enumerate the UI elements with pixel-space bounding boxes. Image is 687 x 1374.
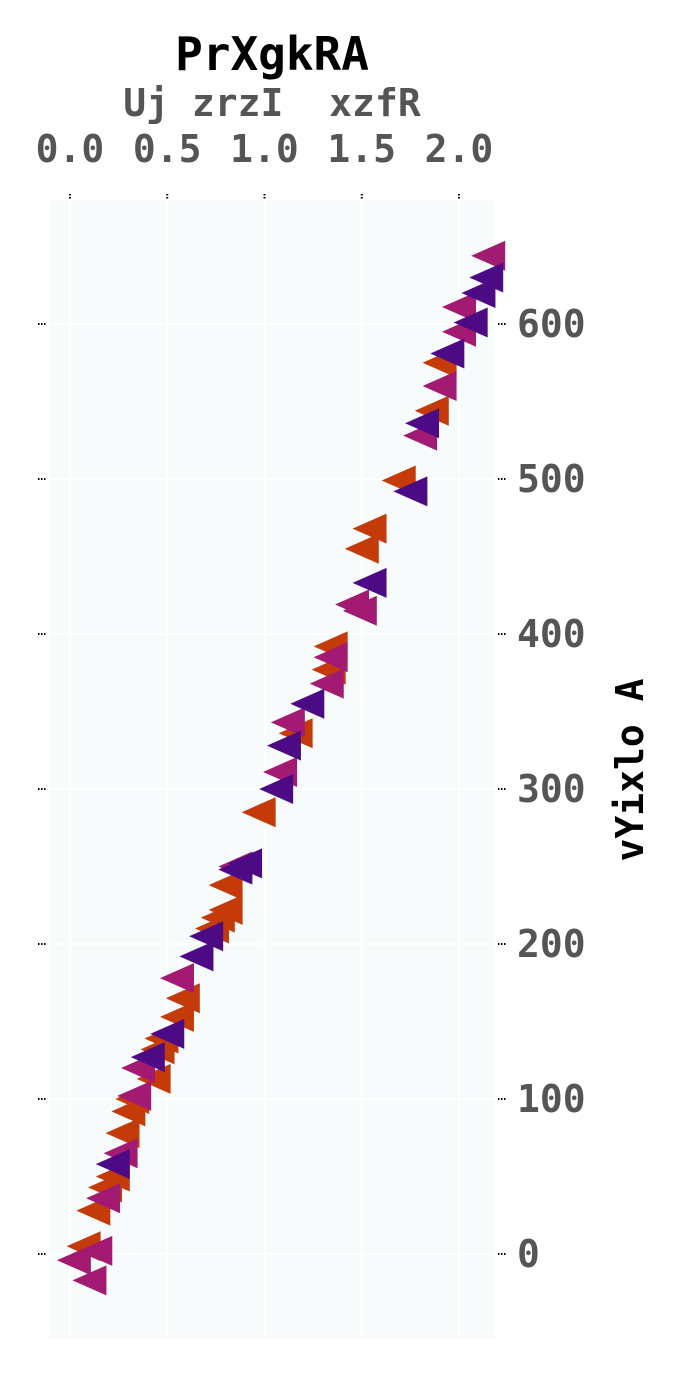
scatter-point: [309, 668, 344, 699]
scatter-point: [228, 848, 263, 879]
scatter-point: [208, 894, 243, 925]
x-axis-label: Uj zrzI xzfR: [123, 81, 421, 125]
chart-title: PrXgkRA: [175, 27, 369, 81]
x-tick-label: 1.0: [230, 127, 299, 171]
scatter-point: [150, 1018, 185, 1049]
scatter-point: [453, 307, 488, 338]
scatter-point: [422, 371, 457, 401]
scatter-point: [208, 870, 243, 901]
x-axis-ticks: 0.0 0.5 1.0 1.5 2.0: [36, 127, 494, 200]
scatter-point: [442, 291, 476, 322]
scatter-point: [130, 1042, 165, 1073]
y-axis-label: vYixlo A: [608, 678, 652, 861]
scatter-point: [335, 589, 370, 620]
x-tick-label: 1.5: [327, 127, 396, 171]
scatter-point: [270, 707, 305, 738]
scatter-point: [352, 567, 387, 598]
y-axis-ticks: 0 100 200 300 400 500 600: [38, 302, 586, 1276]
scatter-point: [105, 1118, 140, 1149]
scatter-point: [86, 1183, 121, 1214]
y-tick-label: 600: [517, 302, 586, 346]
scatter-point: [393, 476, 428, 507]
x-tick-label: 0.0: [36, 127, 105, 171]
scatter-point: [469, 262, 504, 293]
scatter-point: [72, 1265, 107, 1296]
scatter-point: [430, 338, 465, 369]
data-points: [56, 240, 506, 1296]
scatter-point: [179, 941, 214, 972]
y-tick-label: 500: [517, 457, 586, 501]
scatter-point: [290, 688, 325, 719]
scatter-point: [117, 1080, 152, 1111]
scatter-point: [189, 921, 224, 952]
y-tick-label: 300: [517, 767, 586, 811]
scatter-point: [344, 533, 379, 564]
scatter-point: [313, 642, 348, 673]
scatter-point: [461, 278, 496, 308]
scatter-point: [159, 1001, 194, 1032]
scatter-point: [78, 1235, 113, 1266]
x-tick-label: 2.0: [425, 127, 494, 171]
y-tick-label: 0: [517, 1232, 540, 1276]
y-tick-label: 100: [517, 1077, 586, 1121]
scatter-point: [259, 774, 294, 804]
gridlines: [50, 200, 494, 1338]
scatter-point: [405, 408, 440, 439]
scatter-point: [241, 797, 276, 828]
y-tick-label: 400: [517, 612, 586, 656]
scatter-point: [414, 395, 449, 426]
scatter-point: [266, 730, 301, 761]
scatter-point: [471, 240, 506, 271]
scatter-point: [159, 963, 194, 994]
scatter-point: [95, 1149, 130, 1180]
scatter-point: [352, 513, 387, 544]
x-tick-label: 0.5: [133, 127, 202, 171]
y-tick-label: 200: [517, 922, 586, 966]
